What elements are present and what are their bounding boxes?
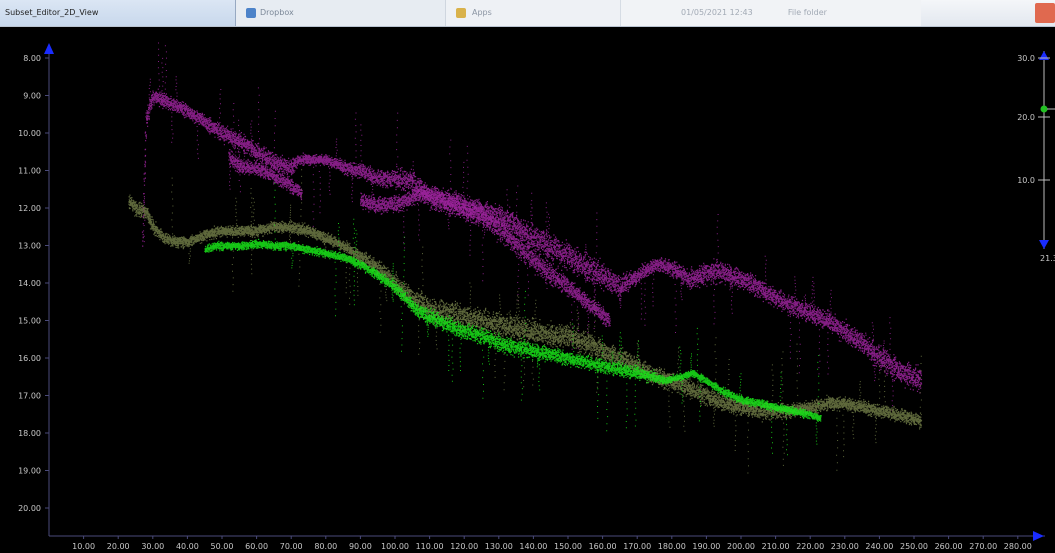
x-tick-label: 40.00 [176, 542, 199, 551]
x-tick-label: 250.00 [900, 542, 928, 551]
file-type-label: File folder [787, 8, 827, 17]
slider-label-top: 30.0 [1017, 54, 1035, 63]
x-tick-label: 50.00 [211, 542, 234, 551]
x-tick-label: 190.00 [692, 542, 720, 551]
x-tick-label: 140.00 [519, 542, 547, 551]
taskbar-tab-meta: 01/05/2021 12:43 File folder [621, 0, 921, 26]
close-icon[interactable] [1035, 3, 1055, 23]
y-tick-label: 17.00 [18, 392, 41, 401]
y-tick-label: 18.00 [18, 429, 41, 438]
y-tick-label: 10.00 [18, 129, 41, 138]
x-tick-label: 130.00 [485, 542, 513, 551]
x-tick-label: 210.00 [762, 542, 790, 551]
x-tick-label: 240.00 [865, 542, 893, 551]
dropbox-icon [246, 8, 256, 18]
x-tick-label: 20.00 [107, 542, 130, 551]
folder-icon [456, 8, 466, 18]
x-tick-label: 90.00 [349, 542, 372, 551]
taskbar-tab-dropbox[interactable]: Dropbox [236, 0, 446, 26]
point-cloud-series-3 [128, 169, 923, 474]
point-cloud [128, 42, 923, 474]
slider-down-arrow-icon [1039, 240, 1049, 249]
plot-axes: 8.00 9.00 10.00 11.00 12.00 13.00 14.00 15.00 16… [18, 43, 1045, 551]
x-tick-label: 80.00 [314, 542, 337, 551]
x-tick-label: 70.00 [280, 542, 303, 551]
slider-label-mid: 20.0 [1017, 113, 1035, 122]
x-tick-label: 180.00 [658, 542, 686, 551]
y-tick-label: 9.00 [23, 92, 41, 101]
x-tick-label: 30.00 [141, 542, 164, 551]
x-tick-label: 60.00 [245, 542, 268, 551]
y-tick-label: 16.00 [18, 354, 41, 363]
x-tick-label: 280.00 [1004, 542, 1032, 551]
x-tick-label: 260.00 [935, 542, 963, 551]
slider-label-low: 10.0 [1017, 176, 1035, 185]
x-tick-label: 10.00 [72, 542, 95, 551]
point-cloud-series-1 [360, 139, 611, 358]
slider-knob [1040, 105, 1048, 113]
y-axis-arrow-icon [44, 43, 54, 54]
y-tick-label: 13.00 [18, 242, 41, 251]
x-tick-label: 270.00 [969, 542, 997, 551]
x-tick-label: 150.00 [554, 542, 582, 551]
file-date-label: 01/05/2021 12:43 [681, 8, 753, 17]
depth-slider[interactable]: 30.0 20.0 10.0 21.3 [1017, 51, 1055, 263]
taskbar-tab-dropbox-label: Dropbox [260, 8, 294, 17]
taskbar-tab-apps-label: Apps [472, 8, 492, 17]
scatter-plot[interactable]: 8.00 9.00 10.00 11.00 12.00 13.00 14.00 15.00 16… [0, 27, 1055, 553]
x-tick-label: 120.00 [450, 542, 478, 551]
x-axis-arrow-icon [1033, 531, 1044, 541]
x-tick-label: 170.00 [623, 542, 651, 551]
x-tick-label: 160.00 [589, 542, 617, 551]
x-tick-label: 200.00 [727, 542, 755, 551]
point-series-1 [360, 139, 611, 358]
y-tick-label: 12.00 [18, 204, 41, 213]
y-tick-label: 8.00 [23, 54, 41, 63]
window-title[interactable]: Subset_Editor_2D_View [0, 0, 236, 26]
x-tick-label: 110.00 [416, 542, 444, 551]
y-tick-label: 15.00 [18, 317, 41, 326]
taskbar-tab-apps[interactable]: Apps [446, 0, 621, 26]
y-tick-label: 11.00 [18, 167, 41, 176]
y-tick-label: 20.00 [18, 504, 41, 513]
x-tick-label: 230.00 [831, 542, 859, 551]
slider-up-arrow-icon [1039, 51, 1049, 60]
title-bar: Subset_Editor_2D_View Dropbox Apps 01/05… [0, 0, 1055, 27]
slider-label-bottom: 21.3 [1040, 254, 1055, 263]
x-tick-label: 220.00 [796, 542, 824, 551]
y-tick-label: 14.00 [18, 279, 41, 288]
x-tick-label: 100.00 [381, 542, 409, 551]
point-series-3 [128, 169, 923, 474]
y-tick-label: 19.00 [18, 467, 41, 476]
